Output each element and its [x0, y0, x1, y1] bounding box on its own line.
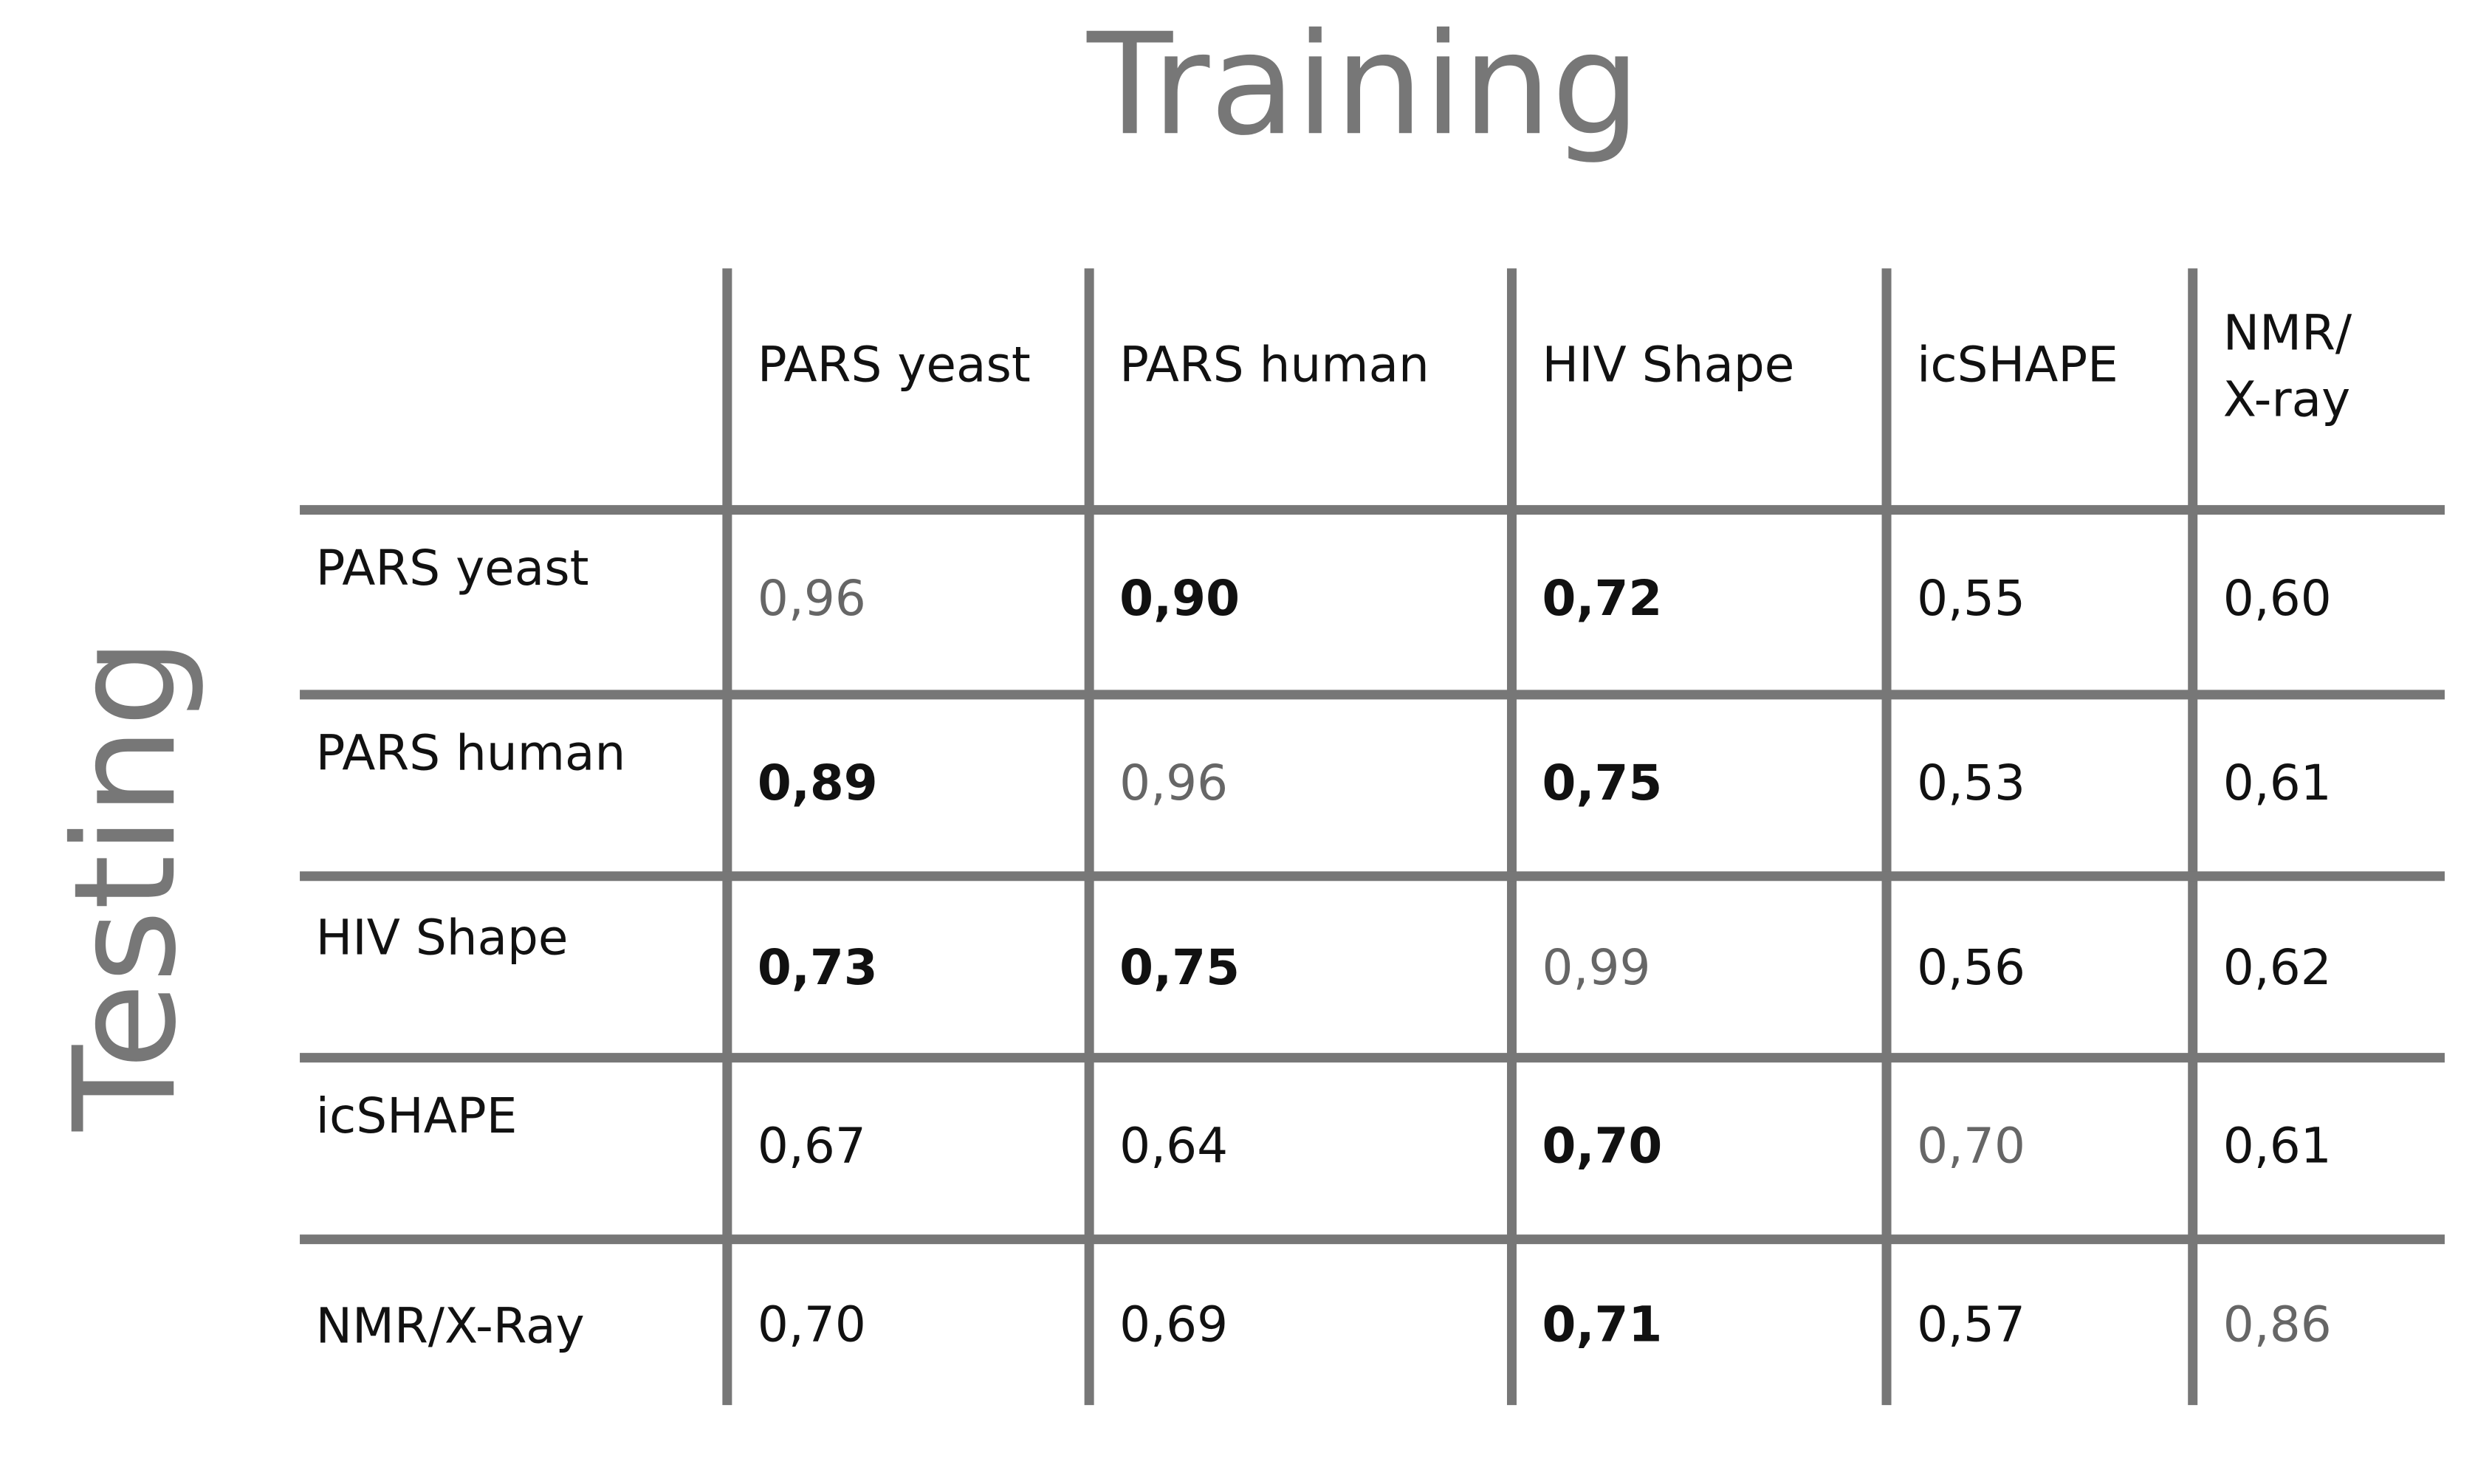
row-header: icSHAPE: [316, 1088, 518, 1144]
row-header: HIV Shape: [316, 909, 569, 966]
cell-value: 0,90: [1119, 570, 1240, 627]
cell-value: 0,96: [1119, 755, 1228, 811]
title: Training: [1086, 3, 1641, 166]
cell-value: 0,86: [2223, 1296, 2332, 1353]
cell-value: 0,61: [2223, 755, 2332, 811]
cell-value: 0,99: [1542, 939, 1651, 996]
row-header: PARS yeast: [316, 540, 589, 597]
cell-value: 0,75: [1119, 939, 1240, 996]
cell-value: 0,60: [2223, 570, 2332, 627]
cell-value: 0,71: [1542, 1296, 1663, 1353]
column-header: PARS yeast: [758, 336, 1031, 393]
cell-value: 0,96: [758, 570, 866, 627]
cell-value: 0,55: [1917, 570, 2025, 627]
cell-value: 0,67: [758, 1118, 866, 1175]
cell-value: 0,53: [1917, 755, 2025, 811]
cell-value: 0,69: [1119, 1296, 1228, 1353]
cell-value: 0,72: [1542, 570, 1663, 627]
table: PARS yeast PARS human HIV Shape icSHAPE NMR/…: [300, 268, 2445, 1406]
cell-value: 0,57: [1917, 1296, 2025, 1353]
row-header: NMR/X-Ray: [316, 1298, 585, 1355]
cell-value: 0,73: [758, 939, 878, 996]
cell-value: 0,70: [758, 1296, 866, 1353]
cell-value: 0,70: [1542, 1118, 1663, 1175]
cell-value: 0,75: [1542, 755, 1663, 811]
column-header: icSHAPE: [1917, 336, 2118, 393]
column-header: NMR/: [2223, 305, 2352, 362]
cell-value: 0,70: [1917, 1118, 2025, 1175]
column-header: X-ray: [2223, 371, 2350, 427]
cell-value: 0,61: [2223, 1118, 2332, 1175]
cell-value: 0,89: [758, 755, 878, 811]
side-label: Testing: [44, 638, 207, 1132]
cell-value: 0,64: [1119, 1118, 1228, 1175]
cell-value: 0,62: [2223, 939, 2332, 996]
cell-value: 0,56: [1917, 939, 2025, 996]
row-header: PARS human: [316, 724, 626, 781]
column-header: PARS human: [1119, 336, 1429, 393]
column-header: HIV Shape: [1542, 336, 1795, 393]
